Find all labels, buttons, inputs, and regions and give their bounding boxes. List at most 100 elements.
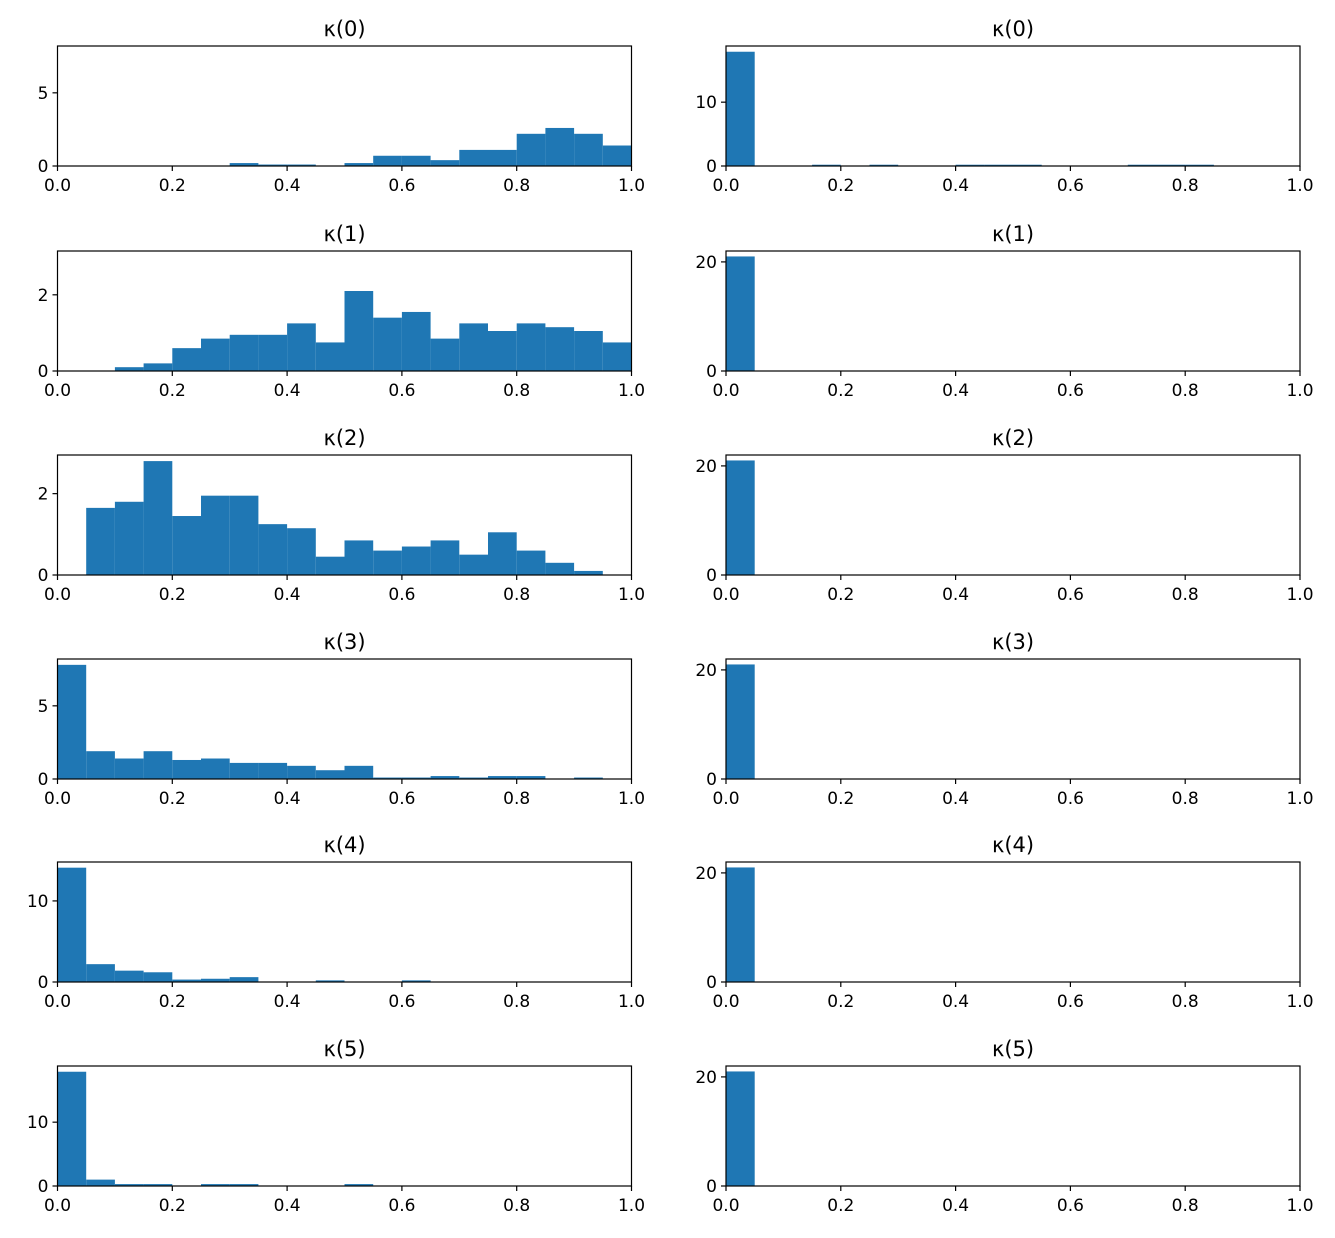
y-tick-label: 20 (695, 864, 717, 884)
x-tick-label: 0.6 (388, 789, 415, 809)
x-tick-label: 0.4 (274, 381, 301, 401)
histogram-bar (201, 495, 230, 575)
y-tick-label: 0 (38, 362, 49, 382)
panel-title: κ(4) (992, 833, 1034, 857)
histogram-bar (172, 759, 201, 779)
histogram-bar (287, 765, 316, 779)
histogram-bar (373, 317, 402, 371)
histogram-bar (488, 776, 517, 779)
axes-frame (56, 658, 633, 780)
axes-frame (725, 861, 1301, 983)
x-tick-label: 0.2 (827, 1196, 854, 1216)
y-tick-label: 20 (695, 457, 717, 477)
histogram-panel: 0.0 0.2 0.4 0.6 0.8 1.0 0 2 κ(1) (38, 222, 645, 401)
histogram-bar (401, 777, 431, 779)
histogram-bar (315, 342, 345, 371)
histogram-bar (516, 776, 546, 779)
x-tick-label: 0.2 (827, 585, 854, 605)
x-tick-label: 0.8 (1172, 585, 1199, 605)
x-tick-label: 0.8 (1172, 789, 1199, 809)
y-tick-label: 10 (27, 1113, 49, 1133)
x-tick-label: 0.4 (942, 585, 969, 605)
x-tick-label: 0.2 (827, 176, 854, 196)
x-tick-label: 0.6 (1057, 585, 1084, 605)
x-tick-label: 0.6 (1057, 789, 1084, 809)
y-tick-label: 5 (38, 697, 49, 717)
histogram-panel: 0.0 0.2 0.4 0.6 0.8 1.0 0 10 κ(0) (695, 17, 1313, 196)
x-tick-label: 1.0 (618, 789, 645, 809)
histogram-panel: 0.0 0.2 0.4 0.6 0.8 1.0 0 10 κ(5) (27, 1037, 645, 1216)
histogram-panel: 0.0 0.2 0.4 0.6 0.8 1.0 0 20 κ(2) (695, 426, 1313, 605)
x-tick-label: 0.6 (1057, 381, 1084, 401)
histogram-bar (955, 164, 985, 166)
histogram-bar (1185, 164, 1214, 166)
histogram-bar (201, 978, 230, 982)
histogram-panel: 0.0 0.2 0.4 0.6 0.8 1.0 0 20 κ(1) (695, 222, 1313, 401)
histogram-bar (114, 1184, 144, 1186)
x-tick-label: 0.2 (159, 789, 186, 809)
y-tick-label: 20 (695, 1068, 717, 1088)
x-tick-label: 0.0 (712, 176, 739, 196)
x-tick-label: 1.0 (1286, 992, 1313, 1012)
x-tick-label: 0.0 (712, 1196, 739, 1216)
histogram-bar (459, 323, 488, 371)
histogram-panel: 0.0 0.2 0.4 0.6 0.8 1.0 0 2 κ(2) (38, 426, 645, 605)
x-tick-label: 1.0 (618, 381, 645, 401)
histogram-bar (114, 367, 144, 371)
histogram-bar (726, 867, 755, 982)
histogram-bar (488, 149, 517, 166)
panel-title: κ(3) (323, 630, 365, 654)
x-tick-label: 1.0 (1286, 585, 1313, 605)
histogram-bar (545, 327, 575, 371)
panel-title: κ(1) (992, 222, 1034, 246)
x-tick-label: 0.6 (1057, 992, 1084, 1012)
x-tick-label: 0.2 (159, 1196, 186, 1216)
axes-frame (725, 45, 1301, 167)
histogram-bar (201, 1184, 230, 1186)
histogram-bar (459, 777, 488, 779)
y-tick-label: 0 (38, 566, 49, 586)
y-tick-label: 2 (38, 485, 49, 505)
x-tick-label: 0.4 (274, 1196, 301, 1216)
histogram-bar (114, 758, 144, 779)
histogram-bar (726, 1071, 755, 1186)
histogram-bar (459, 149, 488, 166)
panel-title: κ(3) (992, 630, 1034, 654)
histogram-bar (143, 363, 173, 371)
histogram-bar (258, 762, 288, 779)
histogram-bar (344, 540, 374, 575)
histogram-bar (229, 334, 259, 371)
histogram-bar (726, 664, 755, 779)
y-tick-label: 0 (706, 157, 717, 177)
y-tick-label: 0 (706, 362, 717, 382)
histogram-bar (344, 765, 374, 779)
x-tick-label: 0.0 (712, 585, 739, 605)
y-tick-label: 0 (38, 770, 49, 790)
axes-frame (56, 861, 633, 983)
histogram-bar (574, 570, 603, 575)
histogram-bar (602, 342, 632, 371)
histogram-bar (57, 664, 87, 779)
x-tick-label: 0.8 (503, 992, 530, 1012)
x-tick-label: 0.4 (942, 1196, 969, 1216)
x-tick-label: 0.6 (388, 992, 415, 1012)
axes-frame (725, 1065, 1301, 1187)
axes-frame (56, 250, 633, 372)
histogram-bar (114, 970, 144, 982)
histogram-bar (229, 977, 259, 982)
panel-title: κ(5) (992, 1037, 1034, 1061)
y-tick-label: 0 (706, 1177, 717, 1197)
x-tick-label: 0.8 (1172, 176, 1199, 196)
histogram-panel: 0.0 0.2 0.4 0.6 0.8 1.0 0 20 κ(5) (695, 1037, 1313, 1216)
histogram-bar (258, 164, 288, 166)
histogram-bar (602, 145, 632, 166)
histogram-bar (258, 334, 288, 371)
x-tick-label: 0.4 (942, 992, 969, 1012)
panel-title: κ(1) (323, 222, 365, 246)
x-tick-label: 0.4 (274, 585, 301, 605)
histogram-bar (984, 164, 1013, 166)
histogram-bar (726, 51, 755, 166)
histogram-bar (401, 546, 431, 575)
y-tick-label: 0 (38, 1177, 49, 1197)
